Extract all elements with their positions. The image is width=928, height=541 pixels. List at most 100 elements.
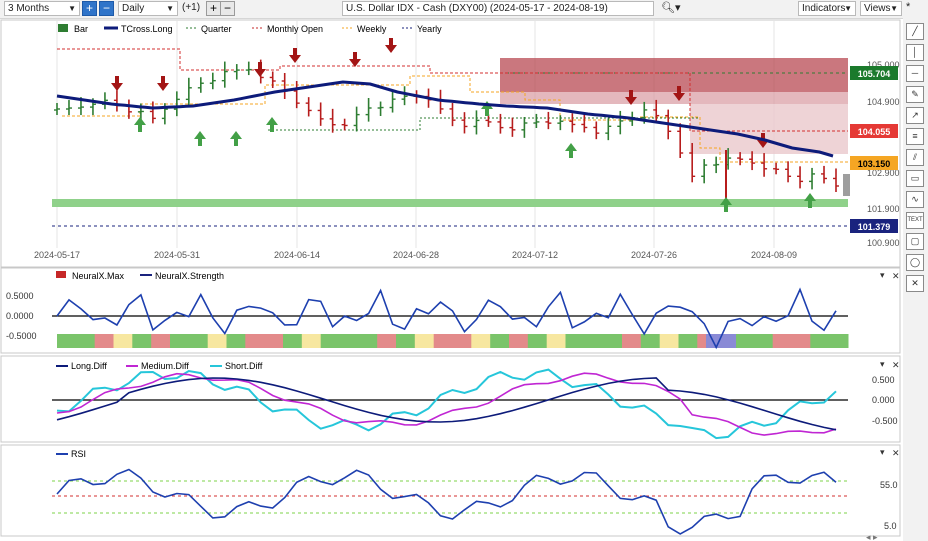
neuralx-strength-line	[56, 287, 837, 350]
diff-tick: 0.000	[872, 395, 895, 405]
pane-close-icon[interactable]: ✕	[892, 271, 900, 281]
minus-icon: −	[223, 1, 231, 15]
rectangle-tool-button[interactable]: ▢	[906, 233, 924, 250]
date-tick: 2024-06-14	[274, 250, 320, 260]
fib-tool-button[interactable]: ≡	[906, 128, 924, 145]
line-icon: │	[912, 47, 918, 57]
text-icon: TEXT	[907, 217, 923, 223]
legend-quarter: Quarter	[201, 24, 232, 34]
indicators-button[interactable]: Indicators ▼	[798, 1, 856, 16]
delete-drawings-button[interactable]: ✕	[906, 275, 924, 292]
heatbar-cell	[396, 334, 416, 348]
views-button[interactable]: Views ▼	[860, 1, 902, 16]
heatbar-cell	[659, 334, 679, 348]
heatbar-cell	[527, 334, 548, 348]
badge-quarter-value: 105.704	[858, 69, 891, 79]
buy-arrow	[720, 197, 732, 205]
scroll-arrows-icon[interactable]: ◂ ▸	[866, 532, 878, 541]
heatbar-cell	[509, 334, 529, 348]
pane-collapse-icon[interactable]: ▾	[880, 447, 885, 457]
date-tick: 2024-05-31	[154, 250, 200, 260]
badge-weekly-value: 103.150	[858, 159, 891, 169]
badge-monthly	[850, 124, 898, 138]
ellipse-tool-button[interactable]: ◯	[906, 254, 924, 271]
heatbar-cell	[245, 334, 265, 348]
price-axis: 105.000 104.900 102.900 101.900 100.900 …	[850, 60, 900, 248]
favorite-star[interactable]: *	[906, 1, 911, 13]
chart-canvas[interactable]: Bar TCross.Long Quarter Monthly Open Wee…	[0, 18, 903, 541]
text-tool-button[interactable]: TEXT	[906, 212, 924, 229]
heatbar-cell	[452, 334, 472, 348]
neuralx-tick: 0.0000	[6, 311, 34, 321]
horizontal-line-tool-button[interactable]: ─	[906, 65, 924, 82]
heatbar-cell	[678, 334, 698, 348]
price-tick: 105.000	[867, 60, 900, 70]
rectangle-icon: ▭	[910, 173, 920, 183]
sell-arrow	[111, 83, 123, 91]
symbol-title-field[interactable]: U.S. Dollar IDX - Cash (DXY00) (2024-05-…	[342, 1, 654, 16]
sell-arrow	[161, 76, 165, 84]
buy-arrow	[230, 131, 242, 139]
long-diff-line	[56, 377, 837, 431]
rsi-line	[56, 468, 837, 535]
offset-minus-button[interactable]: −	[220, 1, 235, 16]
heatbar-cell	[810, 334, 830, 348]
rsi-pane-border	[0, 444, 901, 537]
sell-arrow	[289, 55, 301, 63]
pane-collapse-icon[interactable]: ▾	[880, 359, 885, 369]
buy-arrow	[194, 131, 206, 139]
ray-tool-button[interactable]: ↗	[906, 107, 924, 124]
pane-collapse-icon[interactable]: ▾	[880, 270, 885, 280]
pane-close-icon[interactable]: ✕	[892, 448, 900, 458]
heatbar-cell	[264, 334, 284, 348]
search-icon: 🔍︎▾	[661, 2, 681, 14]
diff-tick: -0.500	[872, 416, 898, 426]
interval-select[interactable]: Daily ▼	[118, 1, 178, 16]
medium-diff-line	[56, 372, 837, 436]
diff-pane-border	[0, 355, 901, 443]
period-select[interactable]: 3 Months ▼	[4, 1, 80, 16]
trendline-tool-button[interactable]: ╱	[906, 23, 924, 40]
zoom-in-button[interactable]: +	[82, 1, 97, 16]
search-button[interactable]: 🔍︎▾	[661, 1, 689, 16]
heatbar-cell	[75, 334, 96, 348]
current-bar-marker	[843, 174, 850, 196]
price-tick: 102.900	[867, 168, 900, 178]
heatbar-cell	[829, 334, 849, 348]
channel-tool-button[interactable]: ⫽	[906, 149, 924, 166]
legend-long-diff: Long.Diff	[71, 361, 107, 371]
heatbar-cell	[546, 334, 566, 348]
heatbar-cell	[188, 334, 209, 348]
heatbar-cell	[94, 334, 114, 348]
heatbar-cell	[471, 334, 491, 348]
pen-tool-button[interactable]: ✎	[906, 86, 924, 103]
pane-close-icon[interactable]: ✕	[892, 360, 900, 370]
neuralx-tick: 0.5000	[6, 291, 34, 301]
sell-arrow	[677, 86, 681, 94]
line-icon: ─	[911, 68, 919, 78]
heatbar-cell	[414, 334, 435, 348]
line-icon: ∿	[911, 194, 919, 204]
offset-plus-button[interactable]: +	[206, 1, 221, 16]
buy-arrow	[266, 117, 278, 125]
legend-bar: Bar	[74, 24, 88, 34]
heatbar-cell	[565, 334, 585, 348]
price-tick: 104.900	[867, 97, 900, 107]
zoom-out-button[interactable]: −	[99, 1, 114, 16]
neuralx-max-legend-icon	[56, 271, 66, 278]
signal-arrows	[111, 38, 816, 212]
badge-quarter	[850, 66, 898, 80]
legend-neuralx-max: NeuralX.Max	[72, 271, 125, 281]
date-tick: 2024-06-28	[393, 250, 439, 260]
callout-tool-button[interactable]: ▭	[906, 170, 924, 187]
buy-arrow	[198, 138, 202, 146]
pencil-icon: ╱	[912, 26, 918, 36]
heatbar-cell	[772, 334, 792, 348]
sell-arrow	[625, 97, 637, 105]
rsi-tick: 5.0	[884, 521, 897, 531]
wave-tool-button[interactable]: ∿	[906, 191, 924, 208]
diff-tick: 0.500	[872, 375, 895, 385]
vertical-line-tool-button[interactable]: │	[906, 44, 924, 61]
heatbar-cell	[433, 334, 453, 348]
rsi-tick: 55.0	[880, 480, 898, 490]
